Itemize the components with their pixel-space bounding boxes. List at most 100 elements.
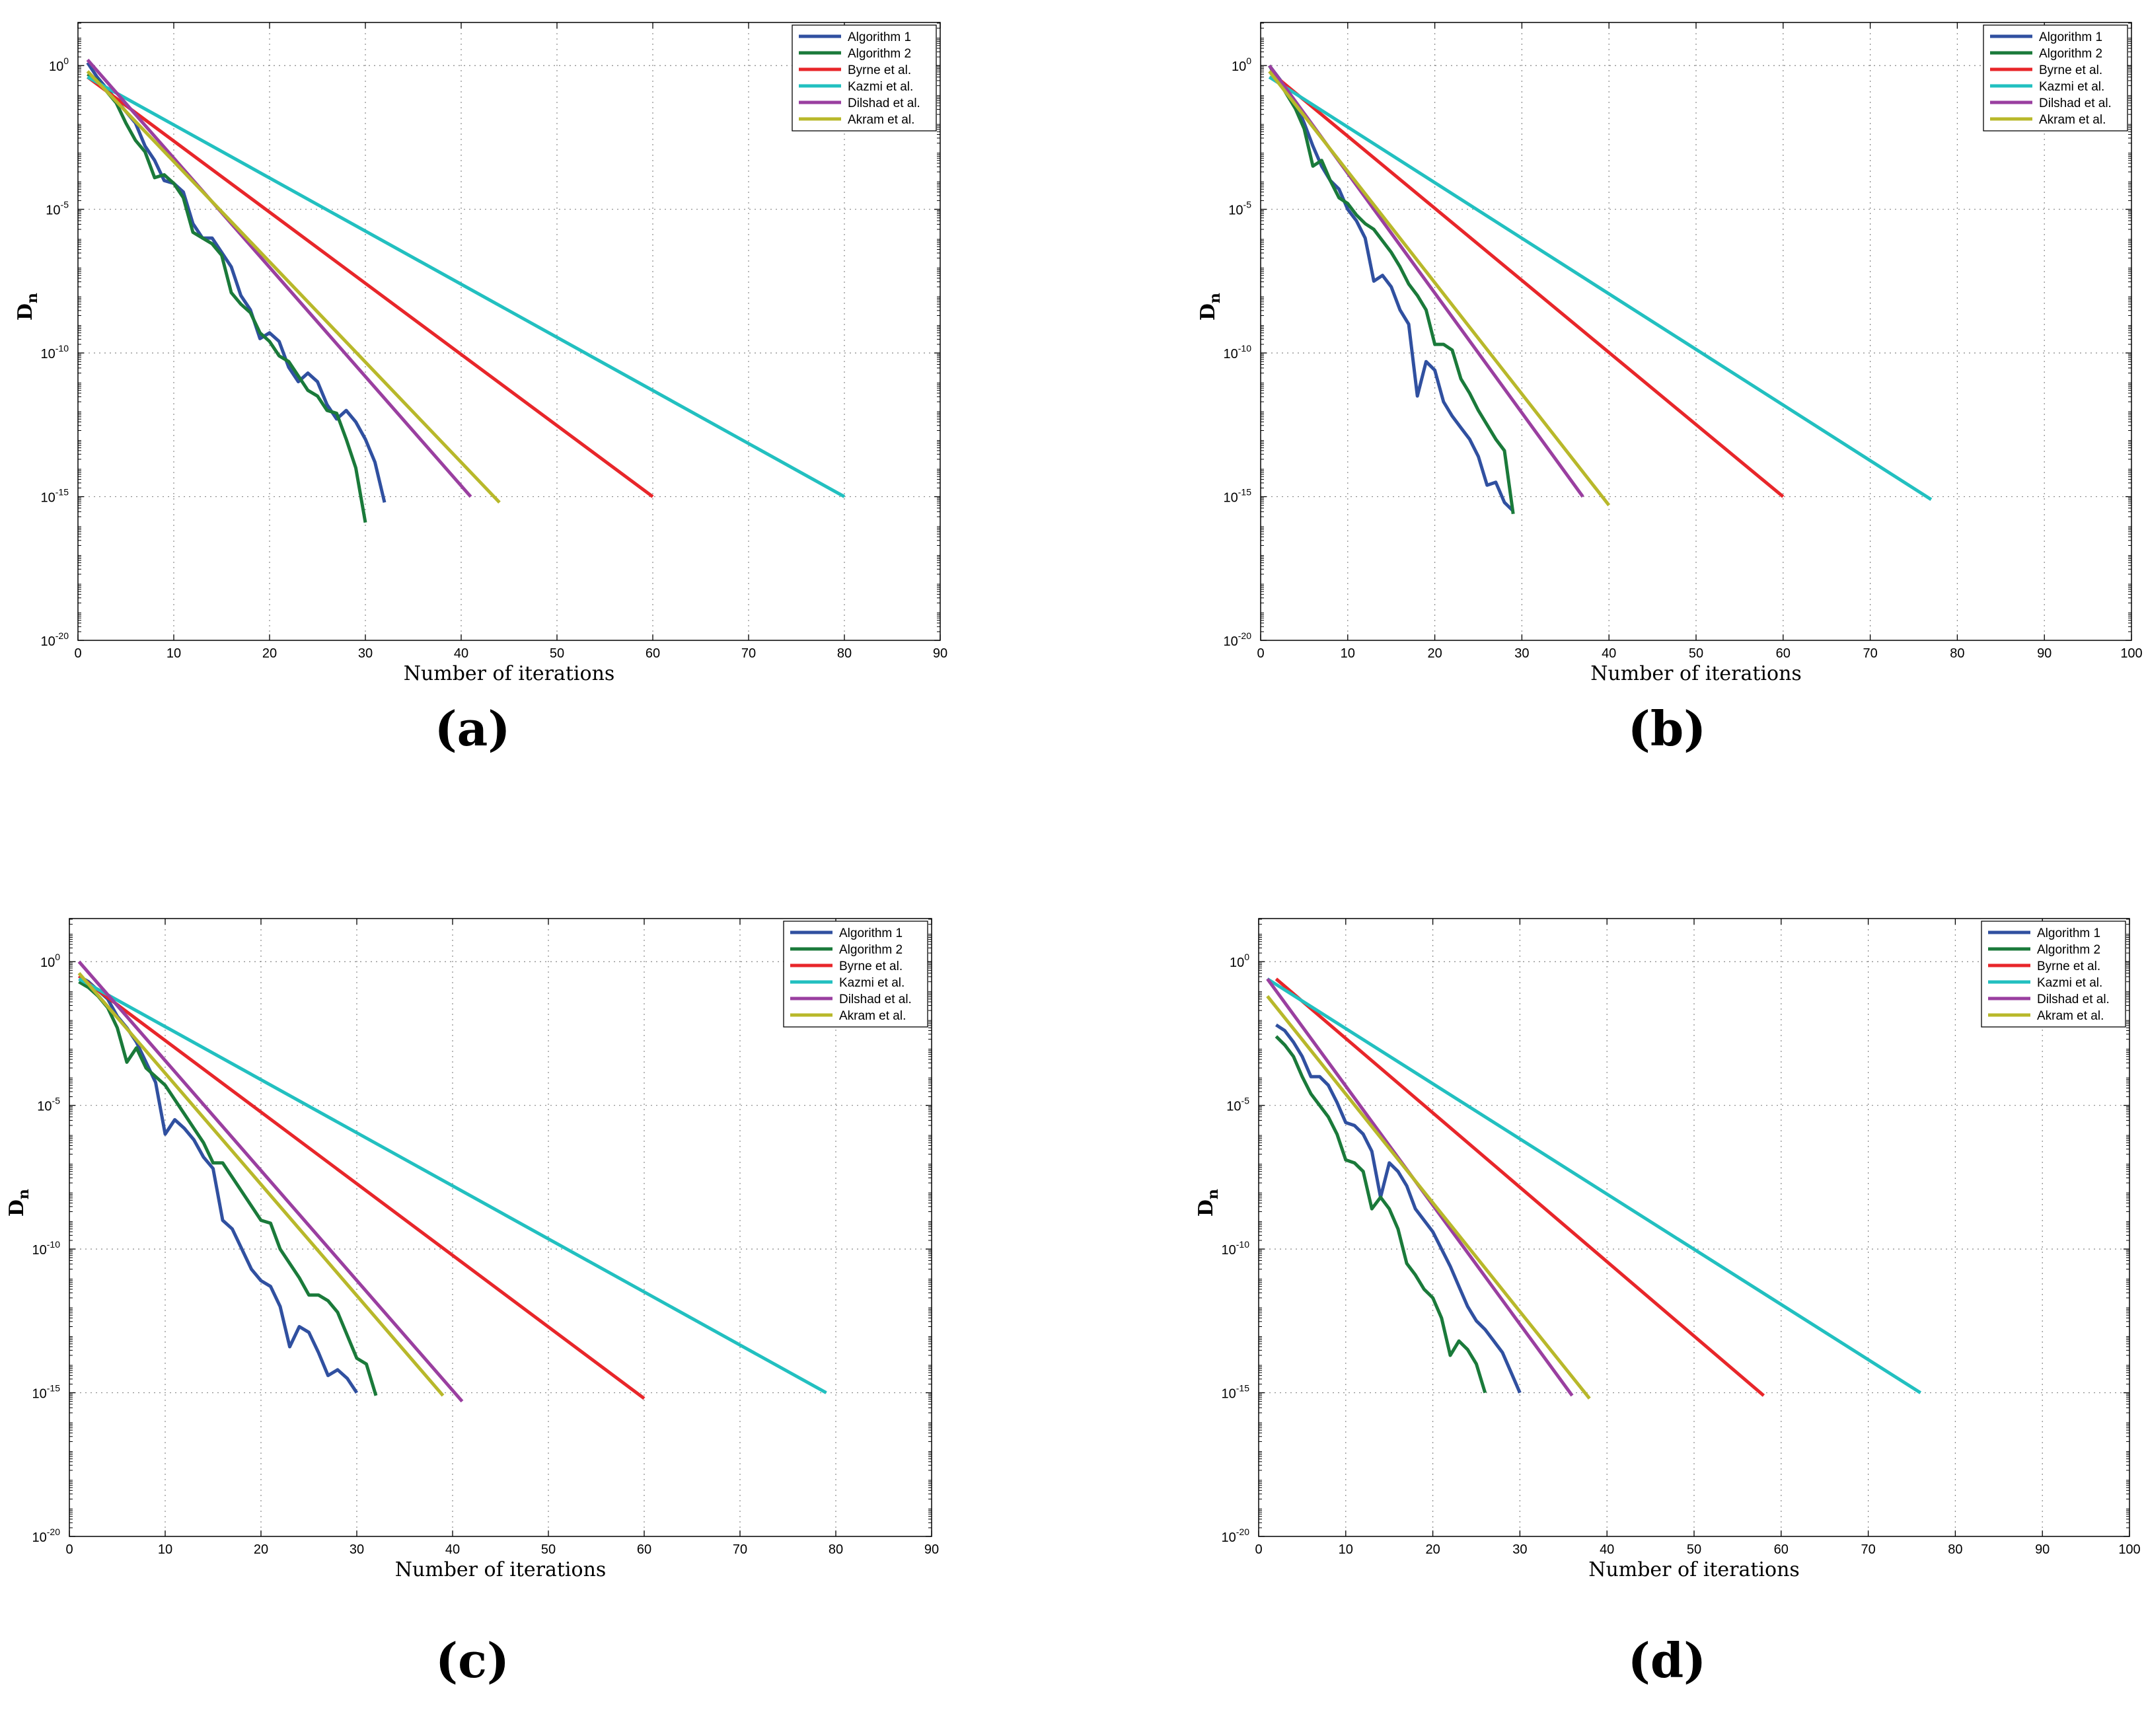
legend-label-c-4: Dilshad et al. — [839, 993, 912, 1006]
y-axis-label-d: Dn — [1195, 1189, 1222, 1217]
x-tick-label-a-6: 60 — [646, 646, 660, 661]
x-tick-label-c-9: 90 — [924, 1542, 939, 1557]
x-tick-label-a-3: 30 — [358, 646, 373, 661]
legend-label-c-0: Algorithm 1 — [839, 926, 903, 940]
x-tick-label-a-1: 10 — [166, 646, 181, 661]
legend-label-a-5: Akram et al. — [848, 113, 914, 127]
y-tick-label-a-1: 10-5 — [46, 200, 69, 218]
legend-box-b — [1983, 24, 2128, 132]
series-line-a-5 — [86, 70, 501, 504]
x-tick-label-a-7: 70 — [741, 646, 756, 661]
series-line-d-3 — [1266, 977, 1922, 1394]
series-line-a-2 — [87, 75, 654, 498]
legend-label-b-0: Algorithm 1 — [2039, 30, 2102, 44]
x-tick-label-b-1: 10 — [1341, 646, 1355, 661]
x-tick-label-b-2: 20 — [1427, 646, 1442, 661]
legend-label-c-3: Kazmi et al. — [839, 976, 905, 990]
x-tick-label-d-4: 40 — [1600, 1542, 1614, 1557]
x-tick-label-a-9: 90 — [933, 646, 947, 661]
y-tick-label-a-3: 10-15 — [41, 487, 69, 506]
legend-label-d-3: Kazmi et al. — [2037, 976, 2102, 990]
legend-box-d — [1981, 921, 2126, 1028]
series-line-b-2 — [1268, 69, 1785, 498]
series-line-a-0 — [86, 61, 387, 503]
axes-frame-a — [77, 22, 941, 641]
series-line-c-4 — [77, 960, 464, 1403]
x-tick-label-a-0: 0 — [74, 646, 81, 661]
series-line-c-3 — [78, 977, 827, 1394]
legend-label-a-1: Algorithm 2 — [848, 47, 911, 61]
y-axis-label-b: Dn — [1197, 293, 1224, 321]
x-tick-label-b-5: 50 — [1689, 646, 1703, 661]
x-tick-label-b-6: 60 — [1776, 646, 1791, 661]
x-tick-label-c-6: 60 — [637, 1542, 651, 1557]
caption-a: (a) — [434, 700, 511, 757]
x-tick-label-d-8: 80 — [1948, 1542, 1962, 1557]
x-tick-label-d-7: 70 — [1861, 1542, 1875, 1557]
series-line-d-0 — [1275, 1023, 1522, 1394]
x-tick-label-c-4: 40 — [445, 1542, 460, 1557]
x-tick-label-b-8: 80 — [1950, 646, 1964, 661]
chart-svg-b: 0 10 20 30 40 50 60 70 80 90 100 100 10-5 10-10 10-15 1… — [1197, 22, 2143, 685]
x-tick-label-c-0: 0 — [65, 1542, 73, 1557]
series-line-b-1 — [1268, 64, 1515, 515]
series-line-c-1 — [78, 980, 378, 1396]
series-line-b-3 — [1268, 75, 1933, 502]
chart-panel-a: 0 10 20 30 40 50 60 70 80 90 100 10-5 10-10 10-15 10-2… — [0, 0, 1057, 724]
x-tick-label-b-10: 100 — [2120, 646, 2142, 661]
legend-label-a-4: Dilshad et al. — [848, 96, 920, 110]
series-line-c-5 — [77, 971, 445, 1397]
y-tick-label-c-4: 10-20 — [32, 1527, 61, 1545]
x-tick-label-b-7: 70 — [1863, 646, 1877, 661]
legend-label-b-5: Akram et al. — [2039, 113, 2106, 127]
y-tick-label-b-2: 10-10 — [1224, 343, 1252, 361]
x-tick-label-d-1: 10 — [1339, 1542, 1353, 1557]
x-tick-label-d-2: 20 — [1425, 1542, 1440, 1557]
chart-panel-b: 0 10 20 30 40 50 60 70 80 90 100 100 10-5 10-10 10-15 1… — [1183, 0, 2146, 724]
series-line-a-3 — [87, 75, 846, 498]
legend-box-a — [792, 24, 937, 132]
x-tick-label-d-6: 60 — [1774, 1542, 1789, 1557]
series-line-a-1 — [87, 73, 367, 523]
y-tick-label-b-0: 100 — [1232, 56, 1251, 74]
legend-label-c-2: Byrne et al. — [839, 960, 903, 973]
x-tick-label-b-9: 90 — [2037, 646, 2052, 661]
legend-label-b-1: Algorithm 2 — [2039, 47, 2102, 61]
x-tick-label-d-0: 0 — [1255, 1542, 1262, 1557]
y-tick-label-c-2: 10-10 — [32, 1239, 61, 1258]
chart-svg-a: 0 10 20 30 40 50 60 70 80 90 100 10-5 10-10 10-15 10-2… — [14, 22, 947, 685]
series-line-b-5 — [1268, 70, 1611, 507]
legend-label-d-2: Byrne et al. — [2037, 960, 2100, 973]
y-axis-label-a: Dn — [14, 293, 41, 321]
legend-label-a-3: Kazmi et al. — [848, 80, 913, 94]
x-tick-label-a-4: 40 — [454, 646, 468, 661]
y-tick-label-c-1: 10-5 — [37, 1096, 60, 1114]
x-tick-label-a-2: 20 — [262, 646, 277, 661]
x-tick-label-a-5: 50 — [550, 646, 564, 661]
chart-svg-c: 0 10 20 30 40 50 60 70 80 90 100 10-5 10-10 10-15 10-2… — [5, 918, 939, 1581]
x-tick-label-a-8: 80 — [837, 646, 852, 661]
legend-label-a-2: Byrne et al. — [848, 63, 911, 77]
series-line-d-1 — [1275, 1035, 1487, 1394]
x-tick-label-c-2: 20 — [254, 1542, 268, 1557]
series-line-d-2 — [1275, 977, 1765, 1397]
x-tick-label-c-7: 70 — [733, 1542, 747, 1557]
legend-label-b-4: Dilshad et al. — [2039, 96, 2112, 110]
x-tick-label-c-5: 50 — [541, 1542, 556, 1557]
x-tick-label-b-4: 40 — [1602, 646, 1616, 661]
x-axis-label-a: Number of iterations — [404, 662, 615, 685]
caption-d: (d) — [1627, 1632, 1707, 1688]
series-line-a-4 — [86, 58, 472, 498]
chart-svg-d: 0 10 20 30 40 50 60 70 80 90 100 100 10-5 10-10 10-15 1… — [1195, 918, 2141, 1581]
x-tick-label-c-1: 10 — [158, 1542, 172, 1557]
chart-panel-d: 0 10 20 30 40 50 60 70 80 90 100 100 10-5 10-10 10-15 1… — [1183, 896, 2146, 1620]
y-tick-label-d-4: 10-20 — [1222, 1527, 1250, 1545]
y-tick-label-c-3: 10-15 — [32, 1383, 61, 1402]
x-axis-label-b: Number of iterations — [1590, 662, 1802, 685]
x-tick-label-d-3: 30 — [1512, 1542, 1527, 1557]
x-tick-label-b-0: 0 — [1257, 646, 1264, 661]
y-axis-label-c: Dn — [5, 1189, 32, 1217]
axes-frame-c — [69, 918, 932, 1537]
y-tick-label-a-4: 10-20 — [41, 630, 69, 649]
x-tick-label-c-8: 80 — [829, 1542, 843, 1557]
